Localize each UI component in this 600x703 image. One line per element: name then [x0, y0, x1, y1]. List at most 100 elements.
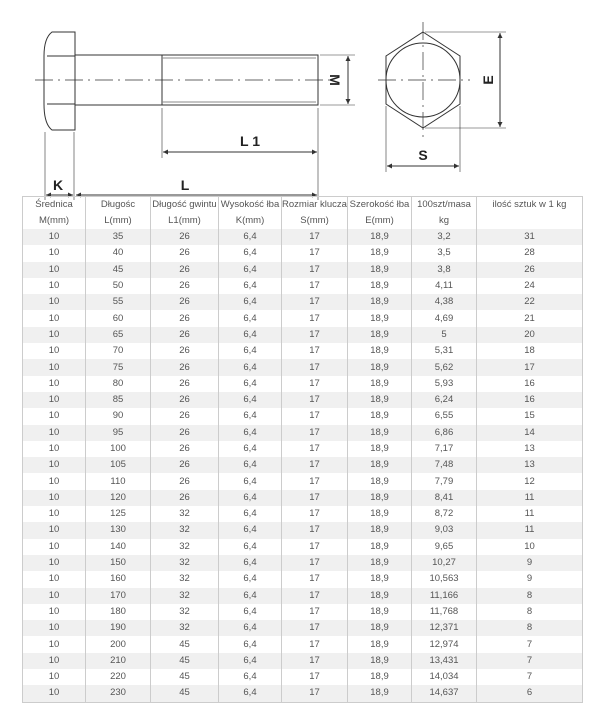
bolt-head-top-view	[378, 22, 470, 138]
table-cell: 10	[22, 391, 86, 409]
table-row: 10 210 45 6,4 17 18,9 13,431 7	[22, 652, 583, 670]
table-cell: 9	[476, 554, 583, 572]
table-cell: 5,93	[411, 375, 477, 392]
table-row: 10 100 26 6,4 17 18,9 7,17 13	[22, 440, 583, 458]
table-cell: 10	[22, 457, 86, 474]
table-cell: 10	[22, 652, 86, 670]
table-cell: 7,17	[411, 440, 477, 458]
table-cell: 7	[476, 636, 583, 653]
table-cell: 10	[22, 538, 86, 555]
table-cell: 15	[476, 408, 583, 425]
table-cell: 20	[476, 326, 583, 344]
header-cell: Długośc	[85, 196, 151, 213]
table-cell: 6,4	[218, 424, 282, 441]
table-cell: 17	[281, 375, 348, 392]
table-cell: 105	[85, 457, 151, 474]
unit-cell: L1(mm)	[150, 213, 219, 229]
table-cell: 17	[281, 424, 348, 441]
table-cell: 9,65	[411, 538, 477, 555]
table-cell: 26	[150, 277, 219, 295]
table-cell: 75	[85, 359, 151, 376]
table-cell: 6,4	[218, 326, 282, 344]
table-cell: 26	[476, 261, 583, 278]
unit-cell: E(mm)	[347, 213, 412, 229]
table-cell: 5,31	[411, 343, 477, 360]
table-cell: 45	[150, 652, 219, 670]
table-cell: 18,9	[347, 603, 412, 621]
table-cell: 17	[281, 343, 348, 360]
table-cell: 28	[476, 245, 583, 262]
header-row: Średnica Długośc Długość gwintu Wysokość łb…	[22, 196, 583, 213]
table-cell: 6,4	[218, 538, 282, 555]
table-cell: 6,4	[218, 457, 282, 474]
table-cell: 17	[281, 245, 348, 262]
table-cell: 10	[22, 587, 86, 604]
table-cell: 18,9	[347, 229, 412, 246]
dimension-label-e: E	[480, 75, 496, 84]
table-row: 10 80 26 6,4 17 18,9 5,93 16	[22, 375, 583, 392]
table-cell: 11	[476, 522, 583, 539]
table-cell: 125	[85, 506, 151, 523]
table-cell: 10	[22, 277, 86, 295]
table-cell: 10	[22, 571, 86, 588]
table-cell: 26	[150, 229, 219, 246]
table-cell: 6,4	[218, 343, 282, 360]
table-cell: 6,55	[411, 408, 477, 425]
table-row: 10 85 26 6,4 17 18,9 6,24 16	[22, 391, 583, 409]
table-cell: 6,4	[218, 522, 282, 539]
table-cell: 26	[150, 489, 219, 507]
table-cell: 200	[85, 636, 151, 653]
table-cell: 9	[476, 571, 583, 588]
table-cell: 17	[281, 229, 348, 246]
table-cell: 8	[476, 587, 583, 604]
table-cell: 100	[85, 440, 151, 458]
table-cell: 6,4	[218, 685, 282, 703]
table-cell: 26	[150, 457, 219, 474]
table-cell: 35	[85, 229, 151, 246]
table-cell: 170	[85, 587, 151, 604]
table-cell: 230	[85, 685, 151, 703]
table-cell: 10	[22, 229, 86, 246]
table-row: 10 40 26 6,4 17 18,9 3,5 28	[22, 245, 583, 262]
table-cell: 17	[281, 457, 348, 474]
table-cell: 3,8	[411, 261, 477, 278]
table-cell: 6,4	[218, 620, 282, 637]
table-cell: 18,9	[347, 261, 412, 278]
table-cell: 55	[85, 294, 151, 311]
table-cell: 45	[85, 261, 151, 278]
table-cell: 26	[150, 408, 219, 425]
table-cell: 6,4	[218, 636, 282, 653]
table-row: 10 200 45 6,4 17 18,9 12,974 7	[22, 636, 583, 653]
table-cell: 6,4	[218, 408, 282, 425]
table-row: 10 70 26 6,4 17 18,9 5,31 18	[22, 343, 583, 360]
table-cell: 10	[22, 310, 86, 327]
table-row: 10 230 45 6,4 17 18,9 14,637 6	[22, 685, 583, 703]
table-cell: 7	[476, 652, 583, 670]
table-cell: 16	[476, 391, 583, 409]
table-cell: 7,48	[411, 457, 477, 474]
table-cell: 8	[476, 620, 583, 637]
table-cell: 45	[150, 669, 219, 686]
table-cell: 14,034	[411, 669, 477, 686]
bolt-technical-drawing: M L 1 K L E S	[35, 22, 506, 200]
dimension-label-s: S	[418, 147, 427, 163]
table-cell: 17	[281, 440, 348, 458]
table-cell: 17	[281, 636, 348, 653]
table-row: 10 90 26 6,4 17 18,9 6,55 15	[22, 408, 583, 425]
table-cell: 12	[476, 473, 583, 490]
table-cell: 18,9	[347, 277, 412, 295]
table-cell: 6,4	[218, 489, 282, 507]
table-row: 10 110 26 6,4 17 18,9 7,79 12	[22, 473, 583, 490]
table-cell: 6,4	[218, 294, 282, 311]
table-cell: 7	[476, 669, 583, 686]
dimension-label-l1: L 1	[240, 133, 260, 149]
bolt-side-view	[35, 31, 330, 131]
table-cell: 40	[85, 245, 151, 262]
table-cell: 10	[22, 489, 86, 507]
table-cell: 31	[476, 229, 583, 246]
table-cell: 10	[22, 326, 86, 344]
table-cell: 32	[150, 571, 219, 588]
table-cell: 10	[22, 669, 86, 686]
table-cell: 10	[22, 359, 86, 376]
table-cell: 90	[85, 408, 151, 425]
